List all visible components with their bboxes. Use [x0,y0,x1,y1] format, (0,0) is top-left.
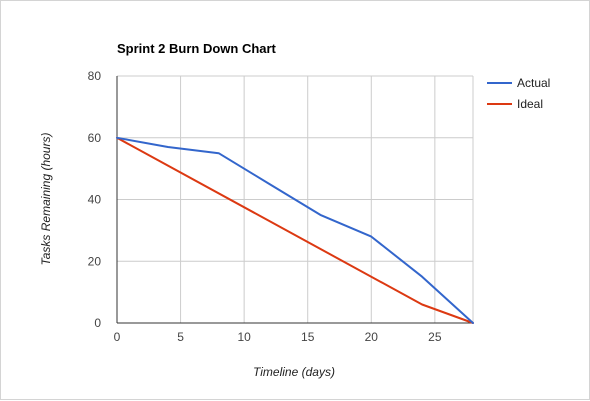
y-axis-title: Tasks Remaining (hours) [39,133,53,266]
legend: Actual Ideal [487,76,550,111]
y-tick-label: 0 [94,316,101,330]
series-line-ideal [116,136,474,324]
legend-label-ideal: Ideal [517,97,543,111]
axes [116,76,473,324]
y-tick-label: 60 [88,131,102,145]
legend-label-actual: Actual [517,76,550,90]
tick-labels: 0 20 40 60 80 0 5 10 15 20 25 [88,69,442,344]
x-tick-label: 5 [177,330,184,344]
chart-title: Sprint 2 Burn Down Chart [117,41,277,56]
x-tick-label: 20 [365,330,379,344]
x-axis-title: Timeline (days) [253,365,335,379]
x-tick-label: 15 [301,330,315,344]
series-line-actual [116,136,474,324]
series-lines [116,136,474,324]
y-tick-label: 40 [88,193,102,207]
x-tick-label: 10 [237,330,251,344]
y-tick-label: 20 [88,254,102,268]
x-tick-label: 0 [114,330,121,344]
x-tick-label: 25 [428,330,442,344]
y-tick-label: 80 [88,69,102,83]
